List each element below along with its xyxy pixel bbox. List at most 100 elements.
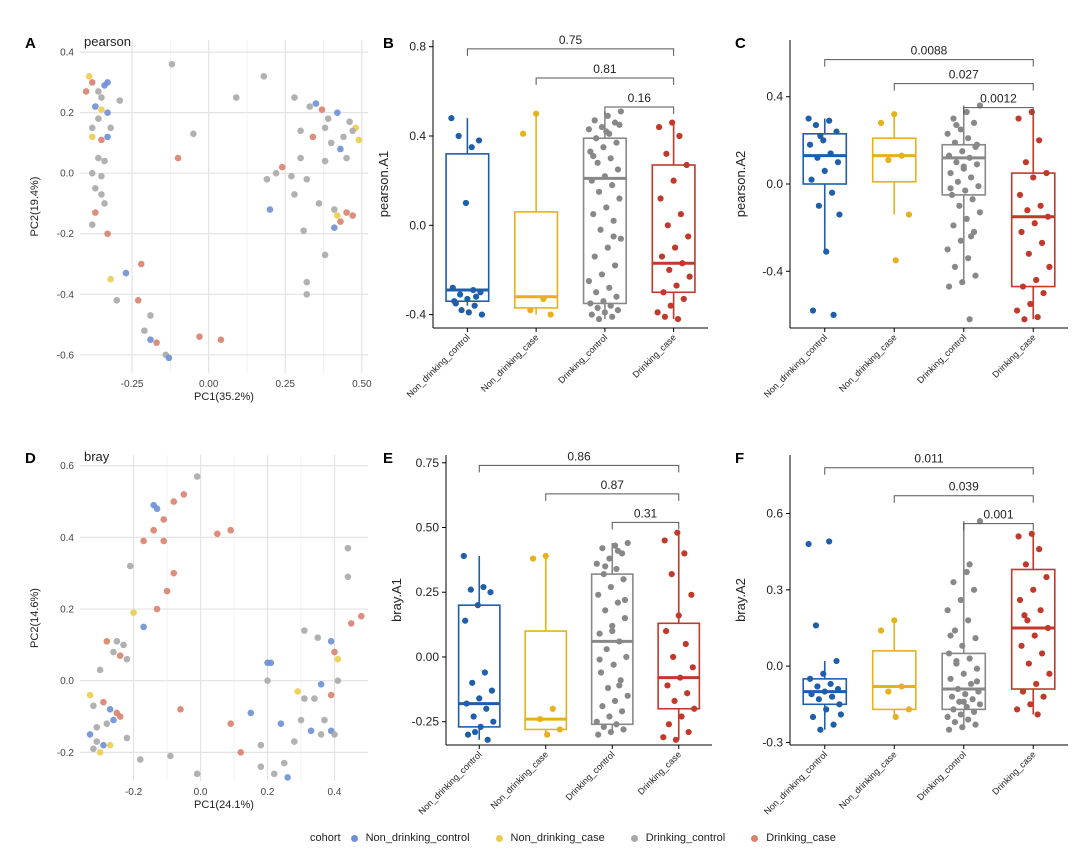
data-point — [660, 289, 667, 296]
data-point — [1022, 561, 1030, 568]
data-point — [1016, 191, 1024, 199]
data-point — [1040, 693, 1047, 700]
scatter-point — [165, 354, 173, 362]
scatter-point — [130, 609, 137, 616]
data-point — [464, 295, 471, 303]
data-point — [814, 154, 821, 161]
scatter-point — [104, 230, 111, 238]
x-tick-label: Drinking_case — [990, 332, 1037, 379]
scatter-point — [98, 136, 105, 144]
data-point — [976, 102, 984, 109]
data-point — [477, 723, 484, 730]
data-point — [905, 706, 913, 713]
data-point — [1040, 289, 1047, 297]
data-point — [457, 291, 464, 298]
box — [941, 652, 987, 711]
data-point — [972, 635, 979, 642]
scatter-point — [93, 723, 101, 731]
data-point — [679, 260, 686, 267]
data-point — [603, 204, 610, 211]
data-point — [898, 152, 905, 159]
x-tick-label: 0.0 — [194, 787, 208, 798]
scatter-point — [303, 175, 311, 183]
x-tick-label: Non_drinking_case — [837, 332, 899, 394]
data-point — [544, 731, 551, 738]
scatter-point — [153, 605, 161, 613]
scatter-point — [120, 641, 127, 649]
data-point — [678, 713, 685, 720]
data-point — [686, 273, 693, 280]
data-point — [805, 540, 812, 548]
data-point — [610, 217, 617, 224]
scatter-point — [98, 106, 105, 113]
p-value-label: 0.011 — [914, 452, 943, 466]
data-point — [959, 724, 966, 731]
data-point — [1028, 108, 1035, 116]
scatter-point — [104, 109, 111, 116]
data-point — [965, 135, 972, 142]
data-point — [963, 703, 970, 710]
scatter-point — [110, 716, 117, 724]
data-point — [660, 734, 667, 741]
scatter-point — [318, 106, 326, 113]
scatter-point — [88, 169, 96, 177]
data-point — [599, 703, 606, 710]
scatter-point — [343, 154, 350, 162]
data-point — [944, 607, 951, 614]
scatter-point — [177, 706, 184, 713]
data-point — [962, 187, 969, 194]
scatter-point — [126, 562, 134, 570]
scatter-point — [92, 185, 99, 192]
y-axis-label: PC2(19.4%) — [29, 177, 41, 237]
data-point — [467, 586, 474, 593]
data-point — [597, 669, 605, 676]
data-point — [610, 661, 617, 668]
p-value-label: 0.039 — [949, 480, 979, 494]
scatter-point — [88, 124, 96, 132]
y-tick-label: 0.2 — [60, 605, 74, 616]
scatter-point — [334, 655, 342, 663]
scatter-point — [217, 336, 225, 344]
scatter-point — [150, 526, 157, 534]
data-point — [1018, 642, 1025, 649]
panel-d-scatter: D -0.2 0.0 0.2 0.4 -0.2 0.0 0.2 0.4 0.6 bray PC1(24… — [25, 449, 368, 811]
data-point — [966, 655, 973, 662]
data-point — [611, 542, 619, 549]
data-point — [1019, 688, 1027, 695]
data-point — [944, 130, 951, 137]
comparison-bracket — [824, 467, 1034, 475]
scatter-point — [264, 677, 271, 684]
data-point — [607, 728, 614, 736]
y-tick-label: 0.4 — [409, 129, 426, 143]
data-point — [970, 708, 978, 716]
data-point — [616, 121, 623, 128]
panel-f-boxplot: F -0.3 0.0 0.3 0.6 bray.A2 Non_drinking_contro… — [733, 450, 1068, 817]
y-tick-label: 0.6 — [766, 507, 783, 521]
data-point — [594, 304, 601, 312]
data-point — [609, 622, 616, 629]
data-point — [618, 708, 626, 715]
data-point — [945, 726, 953, 733]
scatter-point — [321, 251, 329, 259]
data-point — [965, 617, 972, 624]
scatter-point — [237, 749, 245, 756]
data-point — [951, 719, 959, 726]
y-axis-label: pearson.A1 — [376, 151, 391, 218]
data-point — [595, 315, 603, 323]
data-point — [669, 119, 676, 126]
data-point — [488, 687, 496, 694]
scatter-point — [340, 133, 347, 141]
data-point — [609, 313, 616, 320]
data-point — [877, 627, 885, 634]
data-point — [685, 728, 692, 736]
data-point — [613, 139, 620, 146]
scatter-point — [86, 691, 94, 699]
data-point — [1034, 313, 1041, 321]
data-point — [452, 300, 459, 307]
data-point — [1036, 137, 1043, 144]
data-point — [667, 302, 674, 309]
scatter-point — [104, 79, 111, 86]
data-point — [950, 706, 957, 713]
scatter-point — [331, 731, 338, 738]
